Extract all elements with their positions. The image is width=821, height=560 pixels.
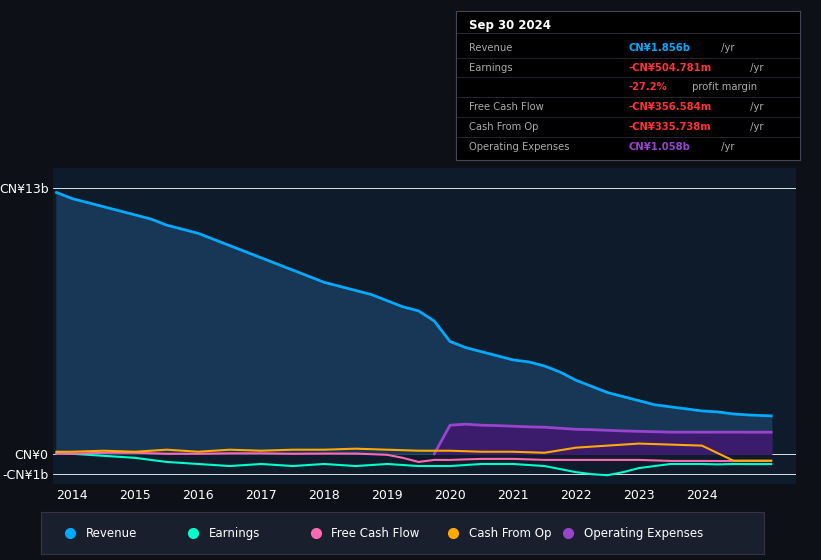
Text: /yr: /yr (718, 43, 735, 53)
Text: CN¥1.058b: CN¥1.058b (628, 142, 690, 152)
Text: Revenue: Revenue (86, 527, 137, 540)
Text: Earnings: Earnings (209, 527, 260, 540)
Text: Cash From Op: Cash From Op (469, 527, 551, 540)
Text: Sep 30 2024: Sep 30 2024 (470, 18, 552, 31)
Text: Free Cash Flow: Free Cash Flow (332, 527, 420, 540)
Text: Earnings: Earnings (470, 63, 513, 73)
Text: -CN¥335.738m: -CN¥335.738m (628, 122, 711, 132)
Text: -CN¥504.781m: -CN¥504.781m (628, 63, 711, 73)
Text: -CN¥356.584m: -CN¥356.584m (628, 102, 711, 112)
Text: /yr: /yr (747, 63, 764, 73)
Text: Free Cash Flow: Free Cash Flow (470, 102, 544, 112)
Text: Revenue: Revenue (470, 43, 513, 53)
Text: -27.2%: -27.2% (628, 82, 667, 92)
Text: Operating Expenses: Operating Expenses (585, 527, 704, 540)
Text: /yr: /yr (747, 102, 764, 112)
Text: CN¥1.856b: CN¥1.856b (628, 43, 690, 53)
Text: /yr: /yr (747, 122, 764, 132)
Text: profit margin: profit margin (690, 82, 758, 92)
Text: Operating Expenses: Operating Expenses (470, 142, 570, 152)
Text: /yr: /yr (718, 142, 735, 152)
Text: Cash From Op: Cash From Op (470, 122, 539, 132)
